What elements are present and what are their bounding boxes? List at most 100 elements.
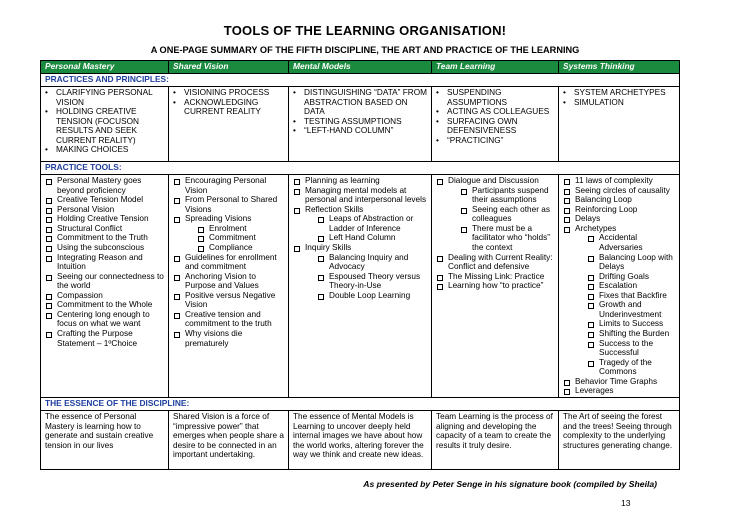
tool-subitem: Shifting the Burden	[587, 329, 676, 339]
tool-sublist: Enrolment Commitment Compliance	[197, 224, 285, 253]
header-shared-vision: Shared Vision	[168, 60, 289, 74]
tool-item-label: Archetypes	[575, 223, 617, 233]
summary-table: Personal Mastery Shared Vision Mental Mo…	[40, 60, 680, 470]
tool-item: 11 laws of complexity	[563, 176, 676, 186]
tool-item: Learning how “to practice”	[436, 281, 555, 291]
principle-item: VISIONING PROCESS	[173, 88, 285, 98]
tool-item: Compassion	[45, 291, 165, 301]
principle-item: SURFACING OWN DEFENSIVENESS	[436, 117, 555, 136]
tool-item-label: Behavior Time Graphs	[575, 376, 658, 386]
principles-cell: SYSTEM ARCHETYPESSIMULATION	[558, 86, 680, 162]
tool-item: Dealing with Current Reality: Conflict a…	[436, 253, 555, 272]
tool-item-label: Personal Mastery goes beyond proficiency	[57, 176, 142, 195]
header-team-learning: Team Learning	[431, 60, 559, 74]
page-title: TOOLS OF THE LEARNING ORGANISATION!	[223, 23, 507, 38]
principle-item: “LEFT-HAND COLUMN”	[293, 126, 428, 136]
tool-item-label: Using the subconscious	[57, 242, 145, 252]
tools-cell: Dialogue and Discussion Participants susp…	[431, 174, 559, 398]
tool-sublist: Accidental Adversaries Balancing Loop wit…	[587, 233, 676, 376]
principle-item: ACTING AS COLLEAGUES	[436, 107, 555, 117]
tool-subitem: Enrolment	[197, 224, 285, 234]
tool-subitem: Limits to Success	[587, 319, 676, 329]
tool-subitem: Tragedy of the Commons	[587, 358, 676, 377]
tool-item-label: Planning as learning	[305, 176, 380, 185]
tool-item: Delays	[563, 214, 676, 224]
tool-item-label: From Personal to Shared Visions	[185, 195, 278, 214]
tool-item: Encouraging Personal Vision	[173, 176, 285, 195]
tool-item-label: Encouraging Personal Vision	[185, 176, 267, 195]
essence-cell: The essence of Mental Models is Learning…	[288, 409, 432, 470]
essence-cell: The essence of Personal Mastery is learn…	[40, 409, 169, 470]
principles-row: CLARIFYING PERSONAL VISIONHOLDING CREATI…	[40, 86, 680, 162]
tool-item: Spreading Visions Enrolment Commitment Comp…	[173, 214, 285, 252]
tool-item: Reflection Skills Leaps of Abstraction or…	[293, 205, 428, 243]
principle-item: SUSPENDING ASSUMPTIONS	[436, 88, 555, 107]
principle-item: CLARIFYING PERSONAL VISION	[45, 88, 165, 107]
principle-item: TESTING ASSUMPTIONS	[293, 117, 428, 127]
principle-item: DISTINGUISHING “DATA” FROM ABSTRACTION B…	[293, 88, 428, 117]
section-row-principles: PRACTICES AND PRINCIPLES:	[40, 73, 680, 87]
tool-subitem: Balancing Inquiry and Advocacy	[317, 253, 428, 272]
tool-item: Creative Tension Model	[45, 195, 165, 205]
tool-item: Seeing our connectedness to the world	[45, 272, 165, 291]
tool-item-label: Leverages	[575, 386, 614, 396]
tool-item: Inquiry Skills Balancing Inquiry and Advo…	[293, 243, 428, 300]
tool-subitem: Seeing each other as colleagues	[460, 205, 555, 224]
tool-item: Behavior Time Graphs	[563, 377, 676, 387]
tools-cell: Planning as learning Managing mental mode…	[288, 174, 432, 398]
tool-item: Leverages	[563, 386, 676, 396]
tool-item: Creative tension and commitment to the t…	[173, 310, 285, 329]
tool-item: Positive versus Negative Vision	[173, 291, 285, 310]
essence-cell: Team Learning is the process of aligning…	[431, 409, 559, 470]
tool-item: Anchoring Vision to Purpose and Values	[173, 272, 285, 291]
section-essence-label: THE ESSENCE OF THE DISCIPLINE:	[40, 396, 680, 411]
tool-item: Personal Mastery goes beyond proficiency	[45, 176, 165, 195]
tool-item-label: Structural Conflict	[57, 223, 123, 233]
header-mental-models: Mental Models	[288, 60, 432, 74]
tool-item: Commitment to the Whole	[45, 300, 165, 310]
tool-item-label: Holding Creative Tension	[57, 214, 149, 224]
tool-item-label: Why visions die prematurely	[185, 329, 243, 348]
header-row: Personal Mastery Shared Vision Mental Mo…	[40, 60, 680, 74]
page-subtitle: A ONE-PAGE SUMMARY OF THE FIFTH DISCIPLI…	[150, 45, 580, 55]
page-number: 13	[621, 498, 631, 508]
tool-item: Commitment to the Truth	[45, 233, 165, 243]
tool-item-label: Crafting the Purpose Statement – 1ºChoic…	[57, 329, 138, 348]
tool-subitem: Balancing Loop with Delays	[587, 253, 676, 272]
principle-item: SYSTEM ARCHETYPES	[563, 88, 676, 98]
principle-item: HOLDING CREATIVE TENSION (FOCUSON RESULT…	[45, 107, 165, 145]
tool-item: Personal Vision	[45, 205, 165, 215]
tool-item: Seeing circles of causality	[563, 186, 676, 196]
tool-item-label: Positive versus Negative Vision	[185, 290, 276, 310]
tool-item: Why visions die prematurely	[173, 329, 285, 348]
tool-item-label: Dealing with Current Reality: Conflict a…	[448, 252, 553, 272]
tool-item-label: Commitment to the Whole	[57, 300, 153, 310]
principle-item: ACKNOWLEDGING CURRENT REALITY	[173, 98, 285, 117]
principles-cell: VISIONING PROCESSACKNOWLEDGING CURRENT R…	[168, 86, 289, 162]
tool-item-label: Personal Vision	[57, 204, 115, 214]
tool-item-label: Learning how “to practice”	[448, 281, 544, 291]
tool-subitem: Compliance	[197, 243, 285, 253]
principles-cell: SUSPENDING ASSUMPTIONSACTING AS COLLEAGU…	[431, 86, 559, 162]
tool-item: Balancing Loop	[563, 195, 676, 205]
principles-cell: CLARIFYING PERSONAL VISIONHOLDING CREATI…	[40, 86, 169, 162]
tool-item: Planning as learning	[293, 176, 428, 186]
tool-item-label: Compassion	[57, 290, 103, 300]
tool-item-label: Creative tension and commitment to the t…	[185, 309, 272, 329]
tool-sublist: Balancing Inquiry and Advocacy Espoused T…	[317, 253, 428, 301]
tool-item-label: Anchoring Vision to Purpose and Values	[185, 271, 259, 291]
tool-item: Crafting the Purpose Statement – 1ºChoic…	[45, 329, 165, 348]
tool-item: Structural Conflict	[45, 224, 165, 234]
header-systems-thinking: Systems Thinking	[558, 60, 680, 74]
tool-item-label: Integrating Reason and Intuition	[57, 252, 143, 272]
essence-cell: The Art of seeing the forest and the tre…	[558, 409, 680, 470]
tool-item: Reinforcing Loop	[563, 205, 676, 215]
tool-item-label: The Missing Link: Practice	[448, 271, 545, 281]
tool-item-label: Centering long enough to focus on what w…	[57, 309, 150, 329]
tools-cell: Personal Mastery goes beyond proficiency…	[40, 174, 169, 398]
tool-subitem: Growth and Underinvestment	[587, 300, 676, 319]
tool-item-label: Reinforcing Loop	[575, 204, 638, 214]
tool-item-label: Seeing our connectedness to the world	[57, 271, 164, 291]
essence-cell: Shared Vision is a force of “impressive …	[168, 409, 289, 470]
principle-item: “PRACTICING”	[436, 136, 555, 146]
